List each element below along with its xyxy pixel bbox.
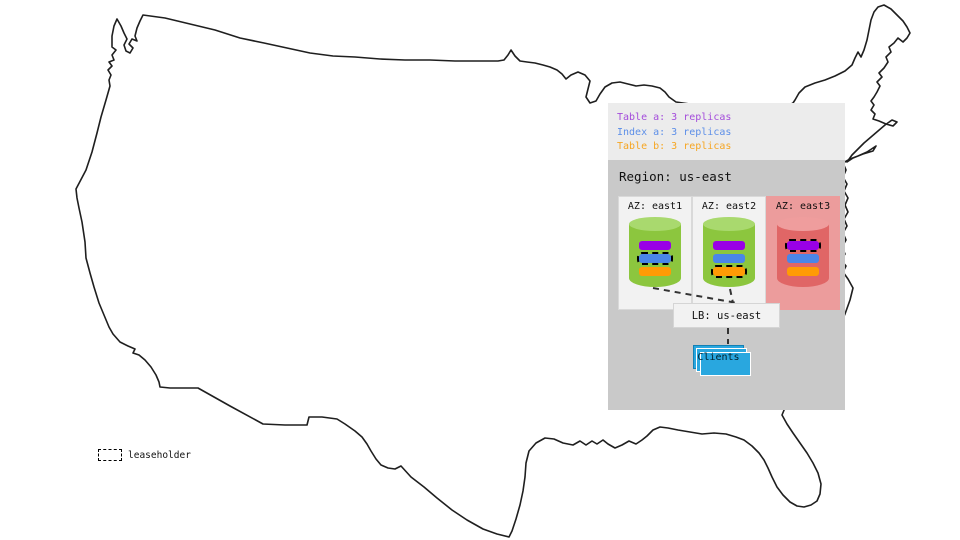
replica-bar-index-a bbox=[787, 254, 819, 263]
replica-bar-index-a bbox=[713, 254, 745, 263]
replica-bar-table-a bbox=[639, 241, 671, 250]
az-east3-box: AZ: east3 bbox=[766, 196, 840, 310]
az-east1-label: AZ: east1 bbox=[627, 201, 683, 212]
replica-bars-east2 bbox=[711, 241, 747, 280]
legend-item-table-b: Table b: 3 replicas bbox=[617, 141, 732, 152]
replica-bars-east1 bbox=[637, 241, 673, 280]
clients-box: Clients bbox=[693, 345, 751, 376]
cylinder-top-ellipse bbox=[703, 217, 755, 231]
leaseholder-legend: leaseholder bbox=[98, 449, 191, 461]
region-panel: Region: us-east AZ: east1 AZ: east2 AZ: … bbox=[608, 160, 845, 410]
az-east1-box: AZ: east1 bbox=[618, 196, 692, 310]
leaseholder-label: leaseholder bbox=[128, 449, 191, 461]
replica-bar-index-a-leaseholder bbox=[637, 252, 673, 265]
database-cylinder-east1 bbox=[629, 217, 681, 287]
leaseholder-swatch bbox=[98, 449, 122, 461]
replica-bar-table-a bbox=[713, 241, 745, 250]
replica-bar-table-b bbox=[787, 267, 819, 276]
replica-bar-table-b bbox=[639, 267, 671, 276]
replica-bar-table-b-leaseholder bbox=[711, 265, 747, 278]
database-cylinder-east3 bbox=[777, 217, 829, 287]
az-east2-label: AZ: east2 bbox=[701, 201, 757, 212]
cylinder-top-ellipse bbox=[777, 217, 829, 231]
az-east3-label: AZ: east3 bbox=[775, 201, 831, 212]
load-balancer-box: LB: us-east bbox=[673, 303, 780, 328]
legend-item-index-a: Index a: 3 replicas bbox=[617, 126, 732, 138]
replica-bars-east3 bbox=[785, 239, 821, 280]
replica-legend-panel: Table a: 3 replicas Index a: 3 replicas … bbox=[608, 103, 845, 160]
cylinder-top-ellipse bbox=[629, 217, 681, 231]
legend-item-table-a: Table a: 3 replicas bbox=[617, 112, 732, 123]
replica-bar-table-a-leaseholder bbox=[785, 239, 821, 252]
az-east2-box: AZ: east2 bbox=[692, 196, 766, 310]
region-title: Region: us-east bbox=[619, 169, 732, 184]
database-cylinder-east2 bbox=[703, 217, 755, 287]
